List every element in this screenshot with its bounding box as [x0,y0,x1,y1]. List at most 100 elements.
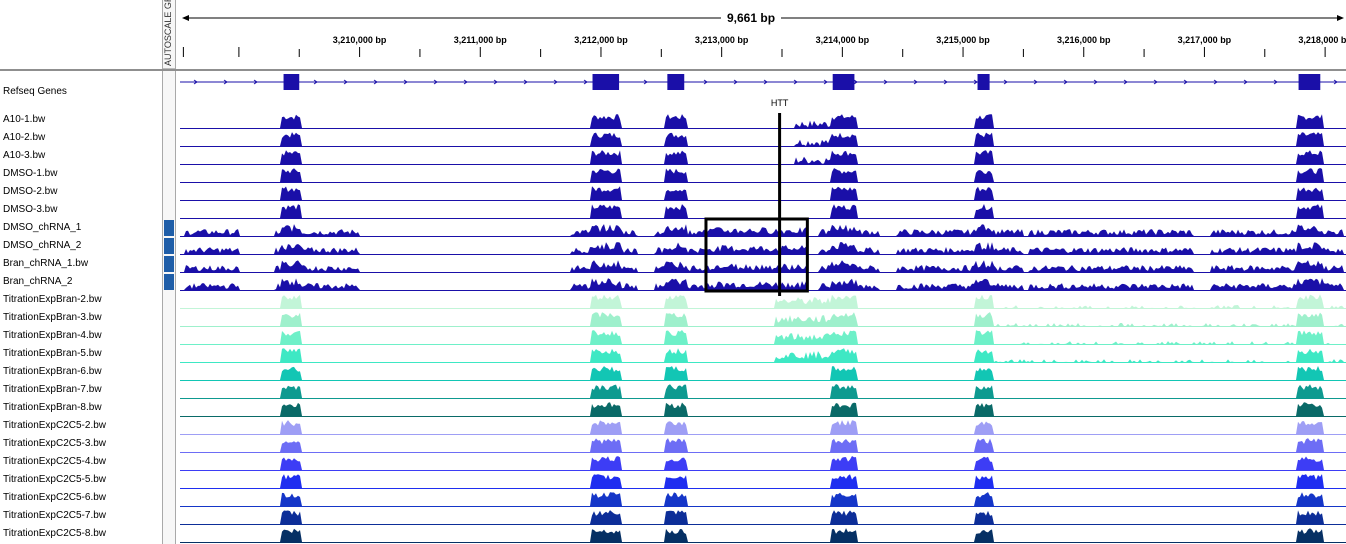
attribute-cell[interactable] [164,220,174,236]
strand-arrow-icon [1033,79,1038,85]
ruler[interactable]: 9,661 bp 3,210,000 bp 3,211,000 bp 3,212,0… [180,0,1346,68]
track-a10-2-bw[interactable] [180,129,1346,147]
track-titrationexpc2c5-8-bw[interactable] [180,525,1346,543]
track-dmso-chrna-2[interactable] [180,237,1346,255]
track-bran-chrna-1-bw[interactable] [180,255,1346,273]
data-panel[interactable]: 9,661 bp 3,210,000 bp 3,211,000 bp 3,212,0… [180,0,1346,544]
strand-arrow-icon [1093,79,1098,85]
strand-arrow-icon [763,79,768,85]
track-a10-3-bw[interactable] [180,147,1346,165]
track-titrationexpc2c5-7-bw[interactable] [180,507,1346,525]
track-name[interactable]: TitrationExpC2C5-8.bw [3,528,107,539]
track-titrationexpbran-3-bw[interactable] [180,309,1346,327]
strand-arrow-icon [793,79,798,85]
track-signal [180,294,1346,308]
track-bran-chrna-2[interactable] [180,273,1346,291]
gene-exon[interactable] [592,74,620,90]
track-background [180,435,1346,453]
ruler-span-label: 9,661 bp [721,11,782,25]
track-name[interactable]: TitrationExpBran-3.bw [3,312,102,323]
gene-label: HTT [771,98,789,108]
attribute-header[interactable]: AUTOSCALE GROUP [163,0,175,69]
track-name[interactable]: TitrationExpBran-2.bw [3,294,102,305]
track-name[interactable]: TitrationExpBran-6.bw [3,366,102,377]
track-signal [180,168,1346,182]
track-name[interactable]: TitrationExpC2C5-3.bw [3,438,107,449]
track-name[interactable]: TitrationExpBran-4.bw [3,330,102,341]
track-titrationexpbran-5-bw[interactable] [180,345,1346,363]
track-name[interactable]: A10-1.bw [3,114,46,125]
track-background [180,453,1346,471]
strand-arrow-icon [313,79,318,85]
track-background [180,291,1346,309]
track-signal [180,224,1346,236]
strand-arrow-icon [853,79,858,85]
track-name[interactable]: TitrationExpC2C5-4.bw [3,456,107,467]
strand-arrow-icon [703,79,708,85]
track-titrationexpbran-6-bw[interactable] [180,363,1346,381]
track-name[interactable]: TitrationExpC2C5-5.bw [3,474,107,485]
track-name[interactable]: TitrationExpBran-5.bw [3,348,102,359]
attribute-cell[interactable] [164,256,174,272]
track-signal [180,438,1346,452]
strand-arrow-icon [1273,79,1278,85]
track-titrationexpbran-4-bw[interactable] [180,327,1346,345]
track-titrationexpbran-7-bw[interactable] [180,381,1346,399]
track-titrationexpc2c5-5-bw[interactable] [180,471,1346,489]
gene-exon[interactable] [1298,74,1321,90]
track-name[interactable]: A10-3.bw [3,150,46,161]
track-name[interactable]: TitrationExpC2C5-7.bw [3,510,107,521]
track-signal [180,420,1346,434]
track-titrationexpc2c5-2-bw[interactable] [180,417,1346,435]
track-name[interactable]: Bran_chRNA_2 [3,276,73,287]
track-titrationexpbran-2-bw[interactable] [180,291,1346,309]
ruler-tick-label: 3,218,000 bp [1298,35,1346,45]
gene-exon[interactable] [832,74,855,90]
track-signal [180,492,1346,506]
track-background [180,471,1346,489]
track-name[interactable]: A10-2.bw [3,132,46,143]
track-background [180,111,1346,129]
track-name[interactable]: Bran_chRNA_1.bw [3,258,89,269]
gene-exon[interactable] [667,74,685,90]
track-a10-1-bw[interactable] [180,111,1346,129]
track-titrationexpc2c5-3-bw[interactable] [180,435,1346,453]
track-name[interactable]: TitrationExpBran-7.bw [3,384,102,395]
track-signal [180,384,1346,398]
ruler-tick-label: 3,214,000 bp [815,35,870,45]
track-name[interactable]: DMSO_chRNA_2 [3,240,82,251]
track-name[interactable]: TitrationExpC2C5-2.bw [3,420,107,431]
strand-arrow-icon [463,79,468,85]
track-name[interactable]: DMSO_chRNA_1 [3,222,82,233]
track-signal [180,278,1346,290]
ruler-tick-label: 3,217,000 bp [1177,35,1232,45]
strand-arrow-icon [493,79,498,85]
strand-arrow-icon [1063,79,1068,85]
strand-arrow-icon [823,79,828,85]
track-background [180,129,1346,147]
track-dmso-chrna-1[interactable] [180,219,1346,237]
ruler-tick-label: 3,212,000 bp [574,35,628,45]
gene-exon[interactable] [283,74,300,90]
gene-exon[interactable] [977,74,990,90]
track-name-refseq-genes[interactable]: Refseq Genes [3,86,67,97]
track-titrationexpbran-8-bw[interactable] [180,399,1346,417]
track-name[interactable]: DMSO-1.bw [3,168,58,179]
track-name[interactable]: TitrationExpBran-8.bw [3,402,102,413]
attribute-cell[interactable] [164,238,174,254]
track-dmso-3-bw[interactable] [180,201,1346,219]
strand-arrow-icon [223,79,228,85]
track-signal [180,312,1346,326]
track-name[interactable]: DMSO-2.bw [3,186,58,197]
track-background [180,183,1346,201]
track-name[interactable]: TitrationExpC2C5-6.bw [3,492,107,503]
track-titrationexpc2c5-4-bw[interactable] [180,453,1346,471]
track-titrationexpc2c5-6-bw[interactable] [180,489,1346,507]
tracks-canvas[interactable]: HTT [180,71,1346,544]
track-dmso-2-bw[interactable] [180,183,1346,201]
track-name[interactable]: DMSO-3.bw [3,204,58,215]
ruler-tick-label: 3,216,000 bp [1056,35,1111,45]
track-dmso-1-bw[interactable] [180,165,1346,183]
attribute-cell[interactable] [164,274,174,290]
ruler-tick-label: 3,210,000 bp [332,35,387,45]
